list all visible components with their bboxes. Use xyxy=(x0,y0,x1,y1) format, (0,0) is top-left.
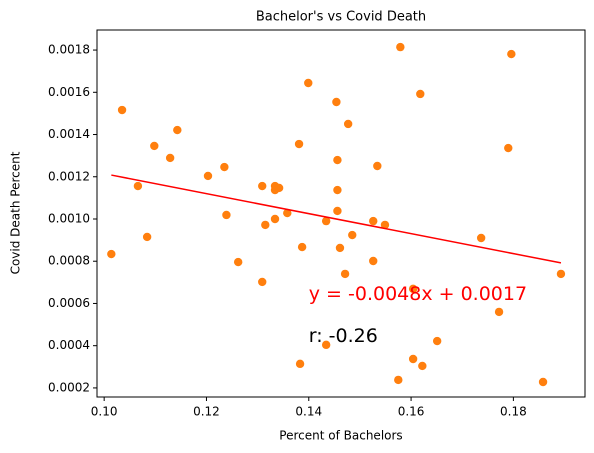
annotation: r: -0.26 xyxy=(309,325,378,347)
y-tick-label: 0.0006 xyxy=(48,296,90,310)
point xyxy=(396,42,405,52)
point xyxy=(261,220,270,230)
point xyxy=(394,375,403,385)
point xyxy=(233,257,243,267)
point xyxy=(283,208,292,218)
plot-frame xyxy=(96,29,586,398)
x-tick-label: 0.10 xyxy=(91,405,118,419)
y-tick-label: 0.0002 xyxy=(48,380,90,394)
x-tick-label: 0.12 xyxy=(193,405,220,419)
y-tick-label: 0.0016 xyxy=(48,85,90,99)
y-tick-label: 0.0014 xyxy=(48,127,90,141)
y-tick-label: 0.0004 xyxy=(48,338,90,352)
point xyxy=(416,89,425,99)
point xyxy=(418,361,427,371)
point xyxy=(408,284,418,294)
point xyxy=(333,206,342,216)
point xyxy=(270,214,280,224)
point xyxy=(321,216,331,226)
point xyxy=(258,181,267,191)
point xyxy=(220,162,229,172)
point xyxy=(504,143,513,153)
point xyxy=(304,78,313,88)
point xyxy=(332,97,341,107)
point xyxy=(333,185,342,195)
fit-line xyxy=(111,174,562,264)
y-axis-label: Covid Death Percent xyxy=(9,151,23,274)
point xyxy=(294,139,304,149)
point xyxy=(369,256,378,266)
point xyxy=(348,230,357,240)
point xyxy=(408,354,418,364)
y-tick-label: 0.0010 xyxy=(48,211,90,225)
point xyxy=(507,49,516,59)
point xyxy=(333,155,342,165)
point xyxy=(117,105,127,115)
x-tick-label: 0.16 xyxy=(398,405,425,419)
point xyxy=(343,119,353,129)
point xyxy=(173,125,182,135)
point xyxy=(556,269,566,279)
point xyxy=(165,153,175,163)
y-tick-label: 0.0018 xyxy=(48,43,90,57)
point xyxy=(340,269,350,279)
point xyxy=(380,220,390,230)
point xyxy=(295,359,305,369)
point xyxy=(274,183,284,193)
point xyxy=(321,340,331,350)
point xyxy=(203,171,213,181)
point xyxy=(432,336,442,346)
point xyxy=(297,242,307,252)
point xyxy=(222,210,231,220)
point xyxy=(142,232,152,242)
point xyxy=(107,249,116,259)
chart-title: Bachelor's vs Covid Death xyxy=(256,10,426,25)
point xyxy=(335,243,345,253)
point xyxy=(373,161,382,171)
x-axis-label: Percent of Bachelors xyxy=(279,429,402,443)
x-tick-label: 0.14 xyxy=(295,405,322,419)
point xyxy=(538,377,548,387)
x-tick-label: 0.18 xyxy=(500,405,527,419)
point xyxy=(258,277,267,287)
y-tick-label: 0.0008 xyxy=(48,254,90,268)
y-tick-label: 0.0012 xyxy=(48,169,90,183)
point xyxy=(369,216,378,226)
point xyxy=(494,307,504,317)
point xyxy=(133,181,143,191)
annotation: y = -0.0048x + 0.0017 xyxy=(309,283,527,305)
point xyxy=(150,141,159,151)
point xyxy=(476,233,486,243)
